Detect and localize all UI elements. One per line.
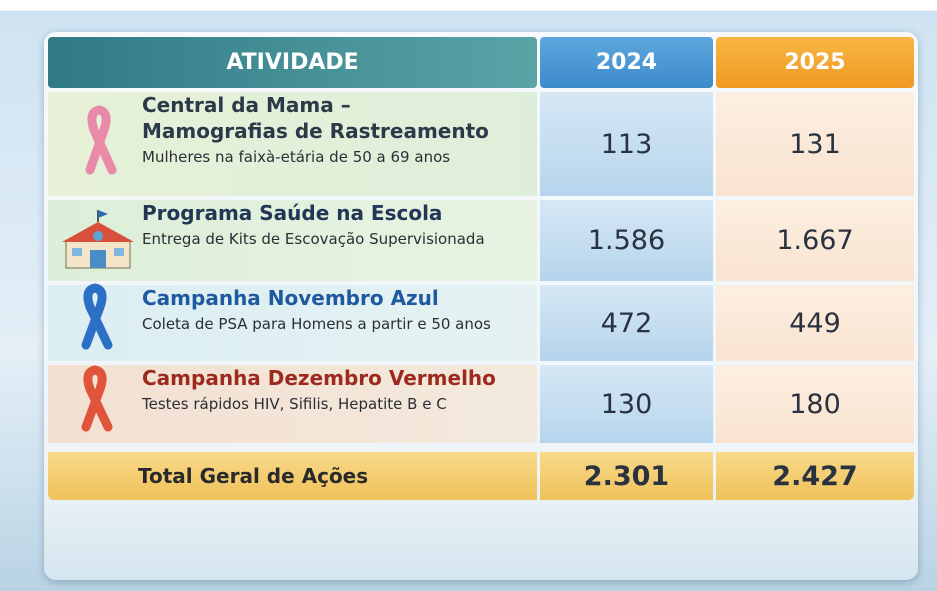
activity-title: Campanha Novembro Azul bbox=[142, 286, 439, 310]
total-label: Total Geral de Ações bbox=[48, 452, 537, 500]
total-2025: 2.427 bbox=[716, 452, 914, 500]
value-2024: 130 bbox=[540, 365, 713, 443]
activity-subtitle: Mulheres na faixà-etária de 50 a 69 anos bbox=[142, 148, 451, 166]
value-2025: 131 bbox=[716, 92, 914, 196]
activity-cell: Programa Saúde na Escola Entrega de Kits … bbox=[48, 200, 537, 281]
value-2024: 113 bbox=[540, 92, 713, 196]
header-cell: ATIVIDADE bbox=[48, 37, 537, 88]
activity-subtitle: Entrega de Kits de Escovação Supervision… bbox=[142, 230, 485, 248]
value-2025: 449 bbox=[716, 285, 914, 361]
activity-cell: Central da Mama – Mamografias de Rastrea… bbox=[48, 92, 537, 196]
activity-title: Campanha Dezembro Vermelho bbox=[142, 366, 496, 390]
value-2025: 1.667 bbox=[716, 200, 914, 281]
activity-title: Programa Saúde na Escola bbox=[142, 201, 443, 225]
activity-cell: Campanha Dezembro Vermelho Testes rápidos… bbox=[48, 365, 537, 443]
total-2024: 2.301 bbox=[540, 452, 713, 500]
header-cell: 2025 bbox=[716, 37, 914, 88]
activity-subtitle: Coleta de PSA para Homens a partir e 50 … bbox=[142, 315, 491, 333]
activity-subtitle: Testes rápidos HIV, Sifilis, Hepatite B … bbox=[142, 395, 447, 413]
activity-title: Central da Mama – Mamografias de Rastrea… bbox=[142, 93, 489, 143]
value-2025: 180 bbox=[716, 365, 914, 443]
header-cell: 2024 bbox=[540, 37, 713, 88]
value-2024: 472 bbox=[540, 285, 713, 361]
activity-cell: Campanha Novembro Azul Coleta de PSA para… bbox=[48, 285, 537, 361]
value-2024: 1.586 bbox=[540, 200, 713, 281]
